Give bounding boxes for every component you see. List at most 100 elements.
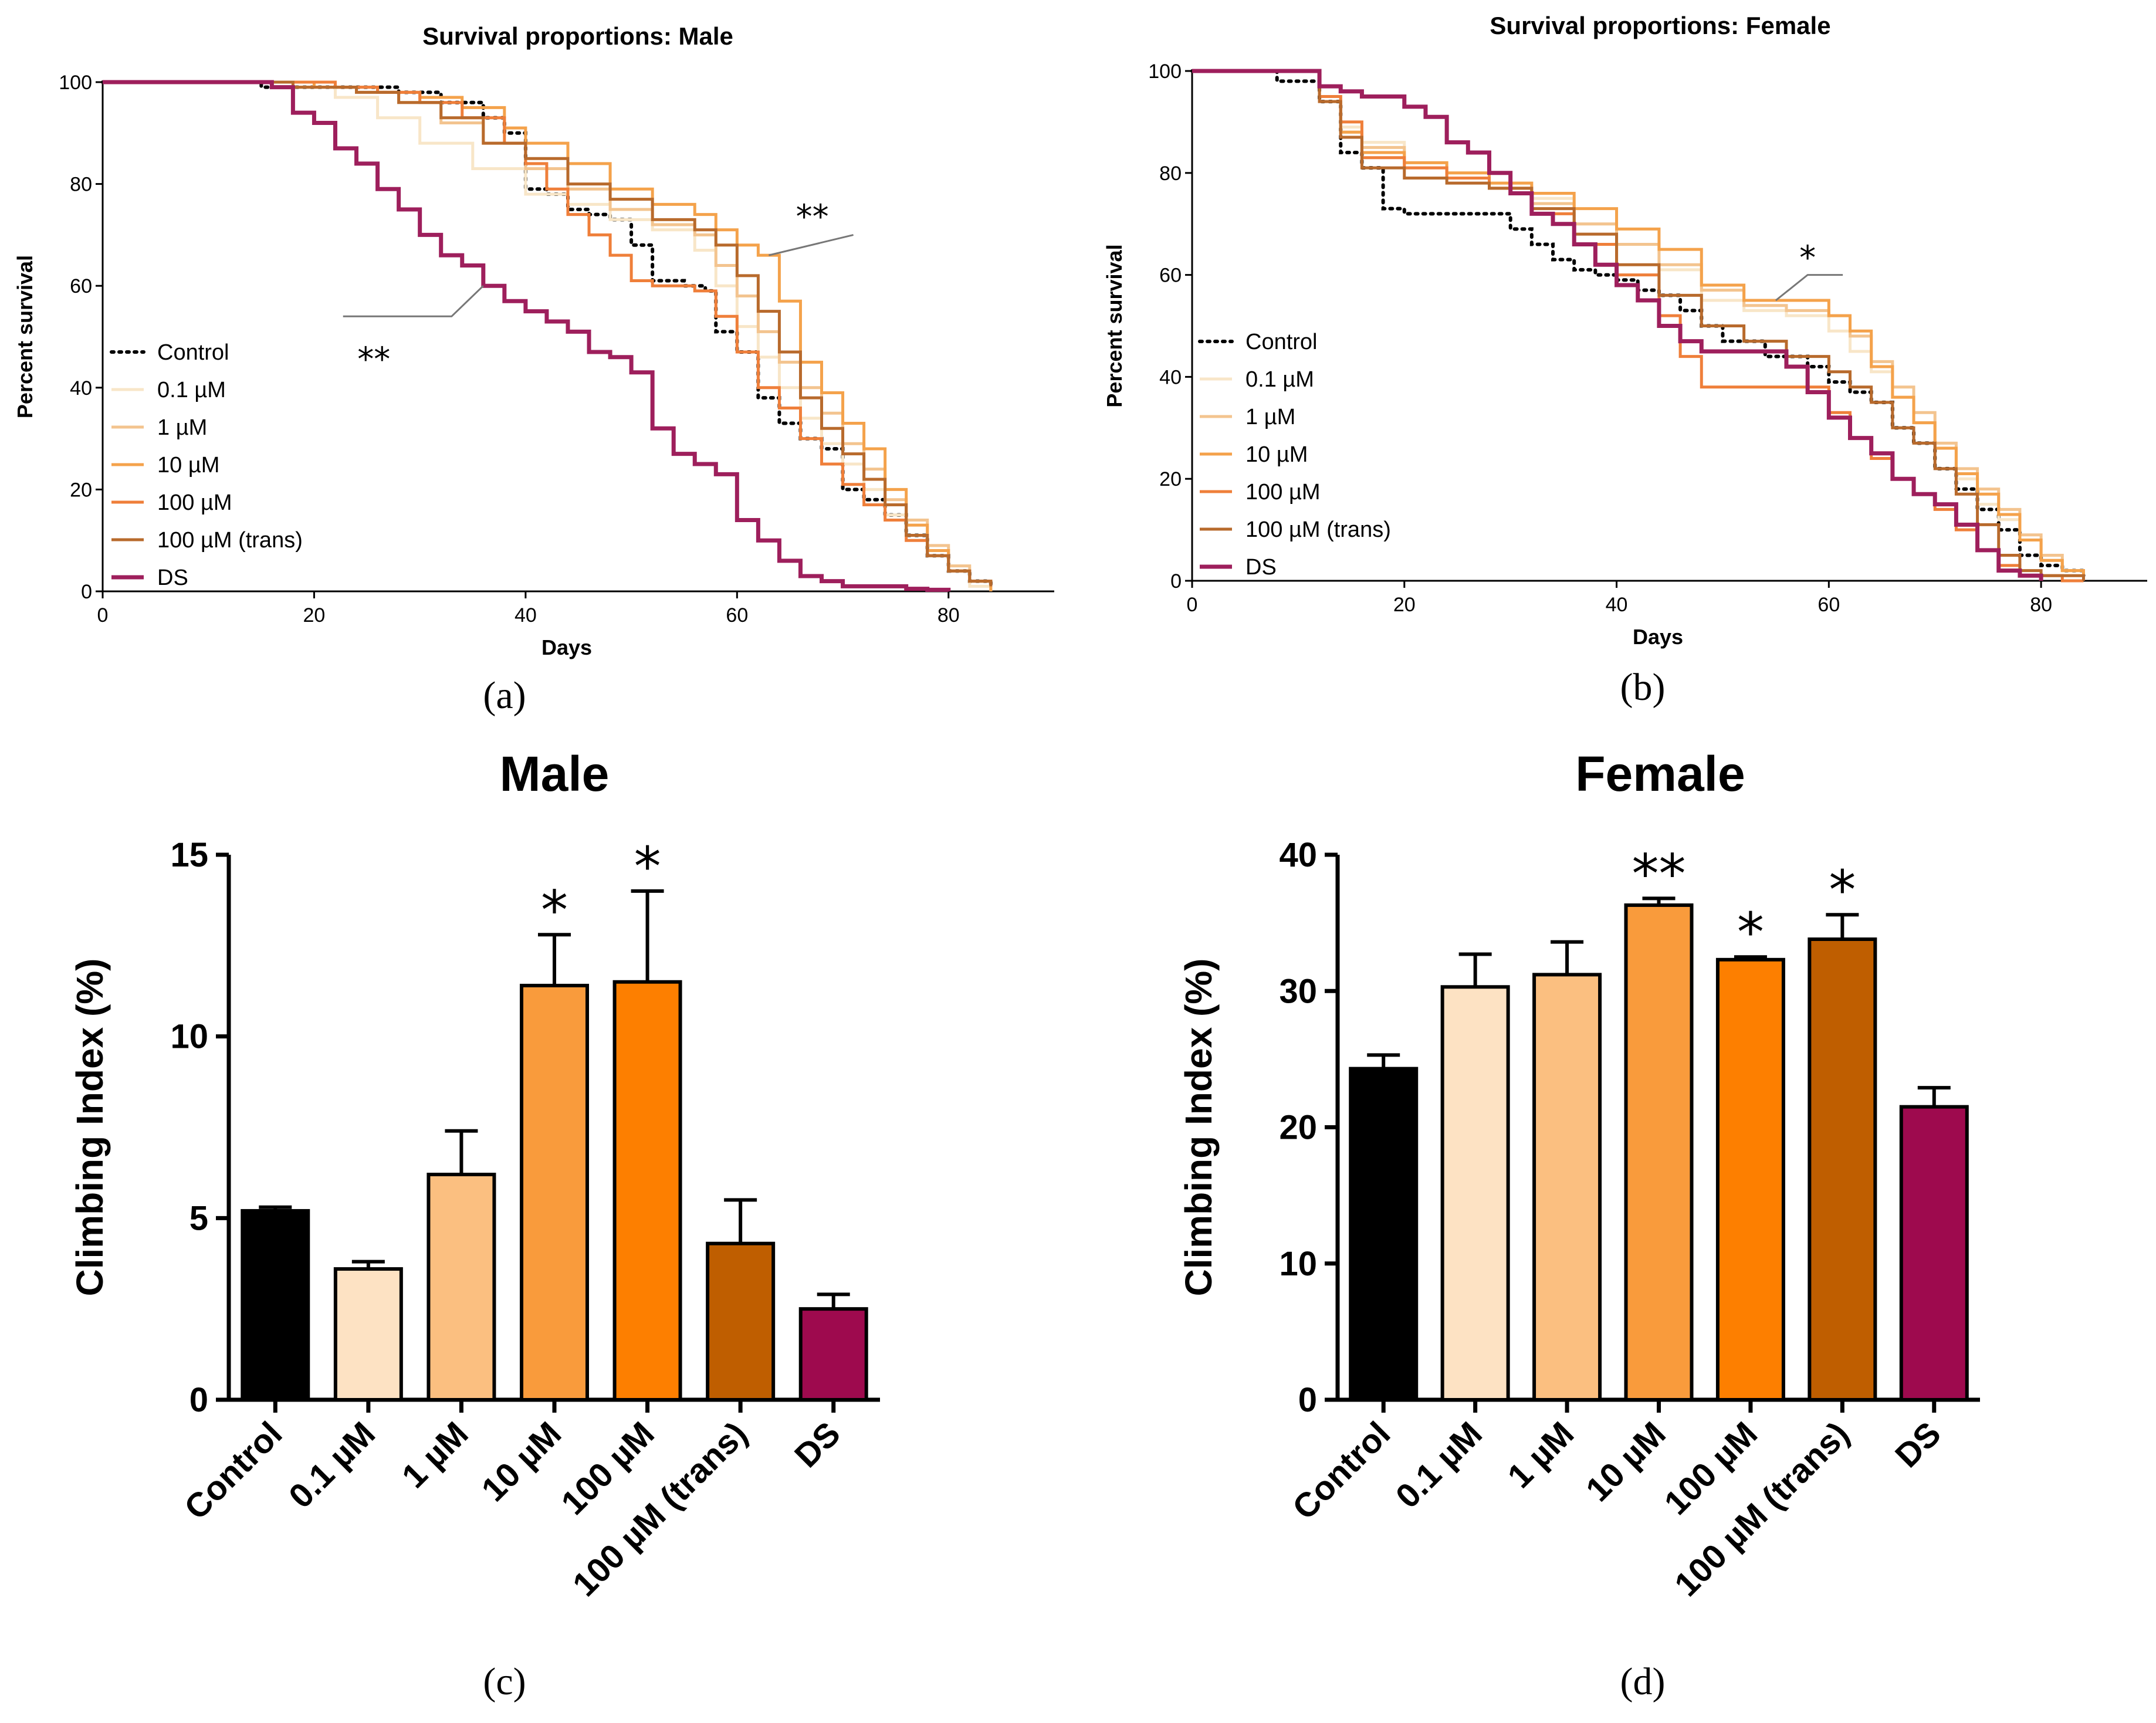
panel-label: (a) [483,674,526,717]
bar-control [1349,1067,1419,1402]
significance-marker: ** [1632,842,1686,905]
bar-10-m [520,983,589,1402]
y-tick-label: 100 [59,72,92,94]
legend-entry: DS [1245,555,1277,580]
x-tick-label: 60 [726,604,748,627]
legend-entry: Control [157,340,229,365]
chart-title: Female [1575,746,1745,801]
y-tick-label: 0 [1170,570,1182,593]
panel-d-female-climbing: Female 0 10 20 30 40 Climbing Index (%) Contro… [1177,746,1980,1703]
bar-100-m [1715,957,1785,1402]
panel-a-male-survival: Survival proportions: Male 0 20 40 60 80 100 0… [13,22,1054,717]
legend-entry: 10 µM [1245,442,1308,467]
annotation-leader [769,233,854,256]
x-tick-label: 0.1 µM [282,1414,383,1515]
bar-ds [1899,1105,1969,1402]
x-tick-label: 20 [303,604,326,627]
series-line-ds [103,80,951,592]
y-tick-label: 40 [70,377,92,400]
x-tick-label: 0 [1187,594,1198,616]
y-axis-label: Percent survival [13,255,37,418]
y-tick-label: 100 [1148,60,1182,83]
chart-title: Male [500,746,610,801]
x-tick-label: 1 µM [395,1414,476,1495]
panel-b-female-survival: Survival proportions: Female 0 20 40 60 80 10… [1102,12,2147,709]
y-tick-label: 80 [1159,163,1182,185]
x-tick-label: 80 [2030,594,2052,616]
series-line-control [1190,69,2086,578]
legend-entry: 1 µM [1245,405,1295,429]
bar-10-m [1624,903,1694,1402]
x-tick-label: Control [177,1414,290,1527]
chart-title: Survival proportions: Female [1490,12,1830,39]
y-tick-label: 20 [1279,1109,1317,1147]
legend-entry: 0.1 µM [157,378,226,402]
x-axis-label: Days [1633,625,1683,649]
x-tick-label: 0 [97,604,109,627]
chart-title: Survival proportions: Male [422,22,733,50]
y-tick-label: 0 [1298,1381,1317,1419]
annotation-leader [343,285,484,317]
bar-ds [798,1307,868,1402]
significance-marker: * [634,835,661,898]
y-tick-label: 60 [70,275,92,297]
y-tick-label: 5 [189,1199,208,1237]
x-tick-label: Control [1285,1414,1398,1527]
bar-1-m [1532,973,1602,1402]
x-tick-label: 80 [937,604,960,627]
y-tick-label: 30 [1279,972,1317,1010]
y-tick-label: 60 [1159,265,1182,287]
legend-entry: 100 µM [1245,480,1321,505]
series-line-0-1-m [1192,69,2085,576]
significance-marker: * [1799,239,1816,277]
y-tick-label: 20 [70,479,92,501]
significance-marker: * [1737,901,1764,964]
bar-100-m-trans- [1808,937,1877,1402]
x-tick-label: 40 [1606,594,1628,616]
x-tick-label: 60 [1817,594,1840,616]
y-tick-label: 0 [189,1381,208,1419]
x-tick-label: DS [1888,1414,1948,1475]
legend-entry: 100 µM [157,490,232,515]
series-line-10-m [1192,69,2085,576]
annotation-leader [1775,274,1843,302]
significance-marker: * [541,879,568,942]
panel-label: (b) [1620,666,1666,709]
legend-entry: 1 µM [157,415,207,440]
y-axis-label: Percent survival [1102,244,1126,407]
series-line-1-m [1192,69,2085,576]
series-line-100-m-trans- [1192,69,2085,581]
legend-entry: DS [157,566,188,590]
x-tick-label: 20 [1393,594,1416,616]
legend-entry: 100 µM (trans) [1245,517,1391,542]
y-axis-label: Climbing Index (%) [1177,959,1220,1297]
x-axis-label: Days [541,635,592,659]
y-tick-label: 80 [70,174,92,196]
plot-area: 0 20 40 60 80 100 0 20 40 60 80 Days Percent surviva… [1102,60,2147,649]
significance-marker: * [1829,859,1856,922]
y-tick-label: 15 [170,836,208,874]
series-line-100-m-trans- [103,80,993,587]
significance-marker: ** [357,340,390,378]
legend-entry: 100 µM (trans) [157,528,303,553]
y-tick-label: 10 [170,1018,208,1056]
x-tick-label: 0.1 µM [1389,1414,1490,1515]
y-tick-label: 10 [1279,1245,1317,1283]
y-axis-label: Climbing Index (%) [69,959,111,1297]
legend-entry: Control [1245,330,1318,354]
x-tick-label: 40 [515,604,537,627]
bar-0-1-m [333,1267,403,1402]
panel-label: (d) [1620,1660,1666,1703]
x-tick-label: 1 µM [1500,1414,1581,1495]
legend-entry: 10 µM [157,453,219,478]
x-tick-label: DS [787,1414,848,1475]
bar-control [241,1209,310,1402]
series-line-ds [1192,69,2043,581]
bar-0-1-m [1440,985,1510,1402]
y-tick-label: 0 [81,581,92,603]
significance-marker: ** [796,198,829,236]
legend-entry: 0.1 µM [1245,367,1314,392]
